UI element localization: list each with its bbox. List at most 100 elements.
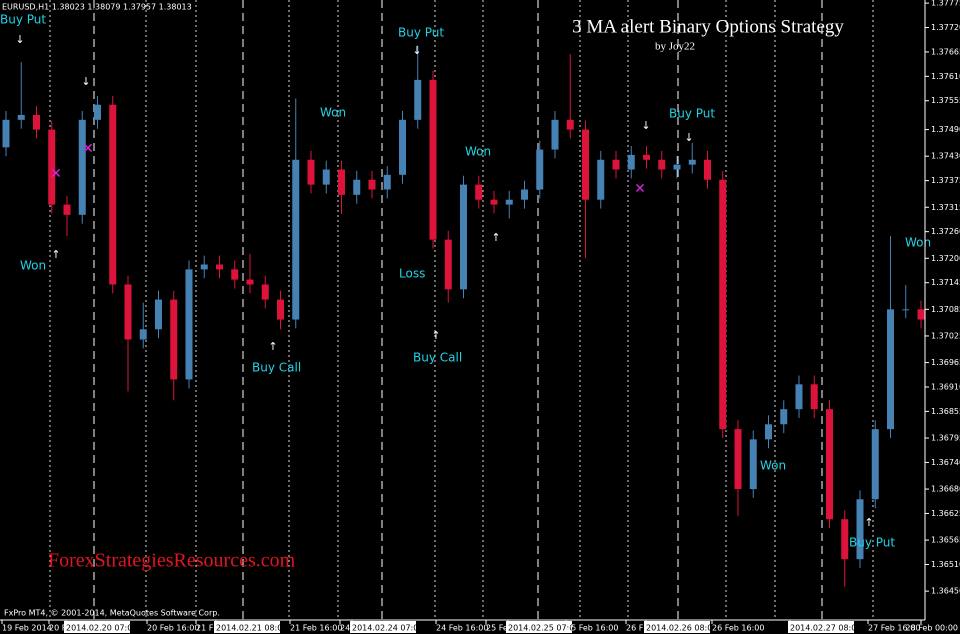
y-tick-label: 1.37430 <box>931 152 960 161</box>
candle-body <box>322 169 330 185</box>
signal-annotation: Won <box>760 459 786 473</box>
y-tick-label: 1.37720 <box>931 23 960 32</box>
signal-annotation: Loss <box>399 267 425 281</box>
candle-body <box>33 114 40 130</box>
arrow-up: ↑ <box>864 516 873 529</box>
candle-body <box>155 299 162 330</box>
candle-body <box>200 264 208 270</box>
y-tick-label: 1.37085 <box>931 305 960 314</box>
watermark: ForexStrategiesResources.com <box>48 550 296 572</box>
arrow-down: ↓ <box>641 119 650 132</box>
candle-body <box>780 409 788 425</box>
candle-body <box>48 129 56 205</box>
x-tick-label: 25 Feb 16:00 <box>566 624 618 633</box>
candle-body <box>78 119 86 215</box>
candle-body <box>139 329 147 340</box>
candle-body <box>582 129 589 200</box>
candle-body <box>292 159 300 320</box>
signal-annotation: Buy Call <box>252 361 301 375</box>
candle-body <box>566 119 574 130</box>
candle-body <box>826 409 833 520</box>
y-tick-label: 1.36910 <box>931 382 960 391</box>
candle-body <box>521 189 528 200</box>
x-tick-label: 2014.02.26 08:00 <box>646 624 717 633</box>
candle-body <box>719 179 727 430</box>
x-label-box <box>788 621 854 633</box>
x-tick-label: 2014.02.20 07:00 <box>66 624 137 633</box>
candle-body <box>460 184 467 290</box>
signal-annotation: Buy Put <box>669 107 715 121</box>
candle-body <box>353 179 361 195</box>
arrow-down: ↓ <box>15 33 24 46</box>
candle-body <box>109 104 117 285</box>
arrow-up: ↑ <box>51 248 60 261</box>
x-label-box <box>214 621 280 633</box>
x-label-box <box>350 621 416 633</box>
signal-annotation: Won <box>905 236 931 250</box>
x-tick-label: 2014.02.21 08:00 <box>216 624 287 633</box>
arrow-down: ↓ <box>81 75 90 88</box>
y-tick-label: 1.36625 <box>931 509 960 518</box>
candle-body <box>399 119 406 175</box>
signal-annotation: Won <box>465 145 491 159</box>
chart-subtitle: by Joy22 <box>655 41 695 53</box>
y-tick-label: 1.37315 <box>931 203 960 212</box>
candle-body <box>368 179 376 190</box>
candle-body <box>902 309 910 311</box>
y-tick-label: 1.37025 <box>931 331 960 340</box>
candle-body <box>871 429 879 500</box>
signal-annotation: Won <box>320 106 346 120</box>
candle-body <box>673 164 681 170</box>
chart-title: 3 MA alert Binary Options Strategy <box>572 16 844 37</box>
candle-body <box>749 439 757 490</box>
y-tick-label: 1.37555 <box>931 96 960 105</box>
candle-body <box>170 299 178 380</box>
x-tick-label: 19 Feb 2014 <box>2 624 52 633</box>
candle-body <box>63 204 71 215</box>
signal-annotation: Buy Put <box>849 536 895 550</box>
candle-body <box>261 284 269 300</box>
candle-body <box>597 159 605 200</box>
y-tick-label: 1.37775 <box>931 0 960 8</box>
x-tick-label: 26 Feb 16:00 <box>712 624 764 633</box>
x-tick-label: 27 Feb 16:00 <box>868 624 920 633</box>
candle-body <box>887 309 894 430</box>
y-tick-label: 1.36855 <box>931 407 960 416</box>
candle-body <box>658 159 666 170</box>
candle-body <box>917 309 925 320</box>
candle-body <box>429 79 437 240</box>
arrow-down: ↓ <box>684 131 693 144</box>
annotations: Buy Put Won Buy Put Won Won Loss Buy Call Buy C… <box>0 13 931 550</box>
x-tick-label: 20 F <box>49 624 67 633</box>
candle-body <box>688 159 696 165</box>
candle-body <box>246 279 254 285</box>
x-tick-label: 26 F <box>626 624 644 633</box>
x-label-box <box>644 621 710 633</box>
x-tick-label: 20 Feb 16:00 <box>147 624 199 633</box>
signal-arrows: ↓ ↓ ↑ ↑ ↓ ↑ ↑ ↓ ↓ ↑ <box>15 33 873 529</box>
exit-marks: ✕ ✕ ✕ <box>50 141 646 197</box>
cross-mark: ✕ <box>82 141 94 157</box>
x-label-box <box>64 621 130 633</box>
candle-body <box>444 239 452 290</box>
cross-mark: ✕ <box>50 166 62 182</box>
candle-body <box>124 284 132 340</box>
y-tick-label: 1.36965 <box>931 358 960 367</box>
candle-body <box>2 119 10 148</box>
x-tick-label: 2014.02.24 07:00 <box>352 624 423 633</box>
x-tick-label: 2014.02.25 07:00 <box>508 624 579 633</box>
candle-body <box>231 269 239 280</box>
candle-body <box>307 159 315 185</box>
arrow-down: ↓ <box>412 44 421 57</box>
y-tick-label: 1.37145 <box>931 278 960 287</box>
y-tick-label: 1.36510 <box>931 560 960 569</box>
candle-body <box>734 429 742 490</box>
candle-body <box>505 199 513 205</box>
candle-body <box>795 384 803 410</box>
signal-annotation: Buy Put <box>0 13 46 27</box>
y-tick-label: 1.36565 <box>931 536 960 545</box>
y-tick-label: 1.37375 <box>931 176 960 185</box>
arrow-up: ↑ <box>268 340 277 353</box>
